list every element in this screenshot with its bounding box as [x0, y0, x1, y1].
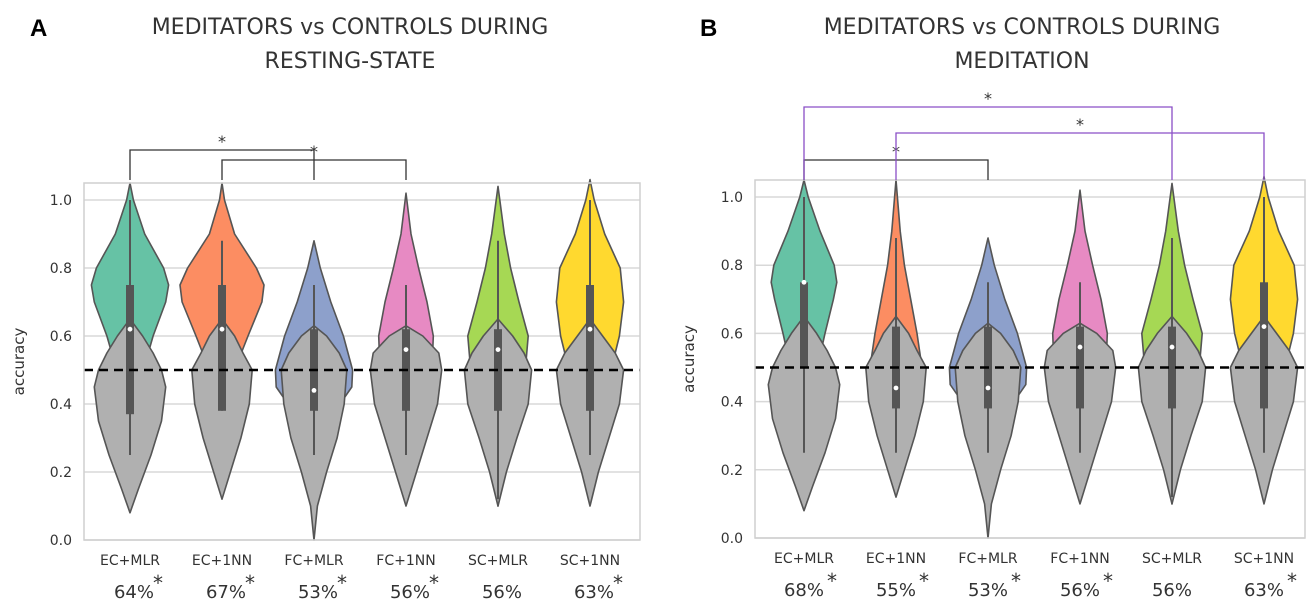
significance-star: * [1103, 569, 1113, 593]
median-dot [1169, 344, 1175, 350]
median-dot [311, 388, 317, 393]
x-tick-label: EC+1NN [866, 551, 926, 567]
x-tick-label: FC+MLR [958, 551, 1017, 567]
x-tick-label: EC+MLR [100, 553, 160, 569]
comparison-star: * [218, 132, 226, 151]
panel-b: B MEDITATORS vs CONTROLS DURING MEDITATION… [680, 15, 1306, 601]
iqr-box [218, 285, 226, 411]
accuracy-label: 55% [876, 580, 916, 601]
significance-star: * [429, 571, 439, 595]
accuracy-label: 63% [1244, 580, 1284, 601]
panel-title-line: MEDITATORS vs CONTROLS DURING [824, 15, 1221, 40]
comparison-star: * [984, 89, 992, 108]
significance-star: * [153, 571, 163, 595]
y-tick-label: 0.0 [721, 531, 743, 547]
comparison-bracket [129, 149, 315, 180]
median-dot [587, 326, 593, 332]
median-dot [801, 279, 807, 285]
panel-a: A MEDITATORS vs CONTROLS DURING RESTING-ST… [10, 15, 641, 603]
y-tick-label: 0.2 [50, 465, 72, 481]
y-tick-label: 0.2 [721, 463, 743, 479]
accuracy-label: 68% [784, 580, 824, 601]
y-tick-label: 1.0 [721, 190, 743, 206]
accuracy-label: 56% [1152, 580, 1192, 601]
significance-star: * [919, 569, 929, 593]
y-tick-label: 0.6 [721, 326, 743, 342]
median-dot [403, 347, 409, 352]
median-dot [219, 326, 225, 332]
y-tick-label: 0.4 [721, 395, 743, 411]
x-tick-label: SC+1NN [560, 553, 620, 569]
median-dot [1261, 324, 1267, 330]
x-tick-label: FC+1NN [376, 553, 435, 569]
x-tick-label: SC+1NN [1234, 551, 1294, 567]
significance-star: * [1011, 569, 1021, 593]
accuracy-label: 56% [390, 582, 430, 603]
accuracy-label: 53% [968, 580, 1008, 601]
x-tick-label: FC+1NN [1050, 551, 1109, 567]
accuracy-label: 53% [298, 582, 338, 603]
y-tick-label: 0.4 [50, 397, 72, 413]
x-tick-label: EC+1NN [192, 553, 252, 569]
comparison-bracket [221, 159, 407, 180]
plot-frame [754, 179, 1306, 539]
median-dot [1077, 344, 1083, 350]
accuracy-label: 64% [114, 582, 154, 603]
comparison-bracket [895, 132, 1265, 180]
panel-title-line: MEDITATION [954, 49, 1089, 74]
median-dot [893, 385, 899, 391]
y-tick-label: 1.0 [50, 193, 72, 209]
plot-frame [83, 182, 641, 541]
median-dot [127, 326, 133, 332]
y-tick-label: 0.0 [50, 533, 72, 549]
median-dot [985, 385, 991, 391]
accuracy-label: 56% [482, 582, 522, 603]
x-tick-label: SC+MLR [1142, 551, 1202, 567]
iqr-box [800, 282, 808, 368]
y-tick-label: 0.8 [50, 261, 72, 277]
accuracy-label: 63% [574, 582, 614, 603]
x-tick-label: EC+MLR [774, 551, 834, 567]
x-tick-label: SC+MLR [468, 553, 528, 569]
y-axis-label: accuracy [680, 325, 698, 393]
iqr-box [1168, 326, 1176, 409]
significance-star: * [245, 571, 255, 595]
median-dot [495, 347, 501, 352]
comparison-star: * [310, 142, 318, 161]
iqr-box [126, 285, 134, 415]
panel-letter: B [700, 15, 717, 42]
significance-star: * [613, 571, 623, 595]
x-tick-label: FC+MLR [284, 553, 343, 569]
significance-star: * [337, 571, 347, 595]
iqr-box [586, 285, 594, 411]
panel-title-line: MEDITATORS vs CONTROLS DURING [152, 15, 549, 40]
accuracy-label: 56% [1060, 580, 1100, 601]
iqr-box [1076, 326, 1084, 409]
accuracy-label: 67% [206, 582, 246, 603]
significance-star: * [827, 569, 837, 593]
comparison-star: * [1076, 115, 1084, 134]
y-tick-label: 0.6 [50, 329, 72, 345]
panel-letter: A [30, 15, 47, 42]
panel-title-line: RESTING-STATE [265, 49, 436, 74]
iqr-box [1260, 282, 1268, 409]
y-axis-label: accuracy [10, 328, 28, 396]
comparison-bracket [803, 106, 1173, 180]
y-tick-label: 0.8 [721, 258, 743, 274]
significance-star: * [1287, 569, 1297, 593]
